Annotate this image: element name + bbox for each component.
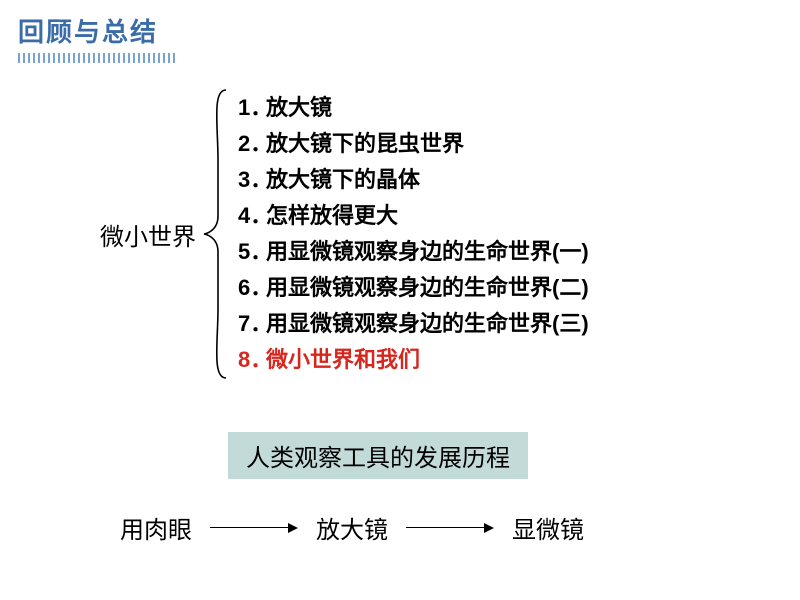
outline-block: 微小世界 1．放大镜 2．放大镜下的昆虫世界 3．放大镜下的晶体 4．怎样放得更… xyxy=(100,86,589,382)
header: 回顾与总结 xyxy=(0,0,800,63)
list-item: 6．用显微镜观察身边的生命世界(二) xyxy=(238,270,589,306)
item-text: 怎样放得更大 xyxy=(266,203,398,228)
arrow-icon xyxy=(406,523,494,533)
flow-step: 显微镜 xyxy=(512,510,584,545)
list-item: 1．放大镜 xyxy=(238,90,589,126)
item-num: 7． xyxy=(238,306,266,342)
item-text: 用显微镜观察身边的生命世界(一) xyxy=(266,239,589,264)
flow-step: 放大镜 xyxy=(316,510,388,545)
item-text: 放大镜 xyxy=(266,95,332,120)
item-text: 用显微镜观察身边的生命世界(二) xyxy=(266,275,589,300)
item-text: 用显微镜观察身边的生命世界(三) xyxy=(266,311,589,336)
title-underline xyxy=(18,53,178,63)
brace-icon xyxy=(202,86,228,382)
flow-row: 用肉眼 放大镜 显微镜 xyxy=(120,510,584,545)
outline-list: 1．放大镜 2．放大镜下的昆虫世界 3．放大镜下的晶体 4．怎样放得更大 5．用… xyxy=(238,90,589,378)
list-item: 3．放大镜下的晶体 xyxy=(238,162,589,198)
list-item: 7．用显微镜观察身边的生命世界(三) xyxy=(238,306,589,342)
list-item: 5．用显微镜观察身边的生命世界(一) xyxy=(238,234,589,270)
item-num: 8． xyxy=(238,342,266,378)
item-num: 5． xyxy=(238,234,266,270)
subtitle-box: 人类观察工具的发展历程 xyxy=(228,432,528,479)
list-item: 2．放大镜下的昆虫世界 xyxy=(238,126,589,162)
item-num: 1． xyxy=(238,90,266,126)
item-num: 6． xyxy=(238,270,266,306)
page-title: 回顾与总结 xyxy=(18,12,800,49)
item-num: 2． xyxy=(238,126,266,162)
item-text: 放大镜下的昆虫世界 xyxy=(266,131,464,156)
list-item: 4．怎样放得更大 xyxy=(238,198,589,234)
item-num: 4． xyxy=(238,198,266,234)
subtitle-text: 人类观察工具的发展历程 xyxy=(246,445,510,472)
outline-root-label: 微小世界 xyxy=(100,217,196,252)
item-text: 放大镜下的晶体 xyxy=(266,167,420,192)
item-text: 微小世界和我们 xyxy=(266,347,420,372)
flow-step: 用肉眼 xyxy=(120,510,192,545)
item-num: 3． xyxy=(238,162,266,198)
arrow-icon xyxy=(210,523,298,533)
list-item: 8．微小世界和我们 xyxy=(238,342,589,378)
